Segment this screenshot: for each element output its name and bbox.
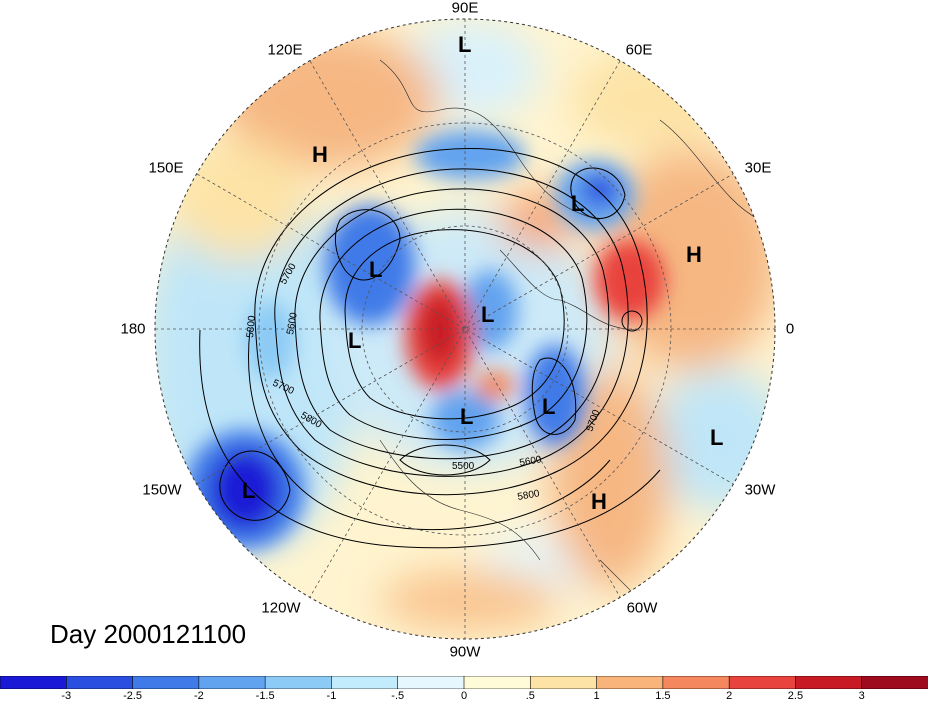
contour-label: 5800 [245,315,258,339]
colorbar-tick-label: 2.5 [787,690,804,702]
longitude-label-30w: 30W [744,481,776,499]
longitude-label-90e: 90E [451,0,479,17]
low-center-marker: L [458,32,471,57]
colorbar-swatch [264,676,333,689]
colorbar-swatch [662,676,730,689]
contour-label: 5800 [517,488,541,503]
low-center-marker: L [710,425,723,450]
colorbar-tick-label: -1 [326,690,337,702]
low-center-marker: L [348,328,361,353]
colorbar-swatch [198,676,266,689]
longitude-label-120e: 120E [267,41,303,59]
colorbar-tick-label: 0 [460,690,468,702]
colorbar-swatch [529,676,598,689]
contour-label: 5600 [519,454,543,469]
colorbar-tick-label: -1.5 [255,690,275,702]
low-center-marker: L [369,257,382,282]
colorbar-tick-label: 1 [593,690,600,702]
colorbar-swatch [397,676,465,689]
colorbar [0,676,928,689]
longitude-label-120w: 120W [261,599,301,617]
colorbar-tick-label: 1.5 [655,690,671,702]
high-center-marker: H [591,489,607,514]
high-center-marker: H [312,142,328,167]
colorbar-swatch [463,676,532,689]
colorbar-tick-label: -2.5 [123,690,143,702]
high-center-marker: H [686,242,702,267]
low-center-marker: L [571,191,584,216]
contour-label: 5600 [285,311,300,335]
colorbar-tick-label: 2 [726,690,733,702]
longitude-label-60w: 60W [626,599,658,617]
colorbar-swatch [65,676,134,689]
colorbar-tick-label: -.5 [391,690,405,702]
geopotential-contours [199,148,661,549]
colorbar-swatch [596,676,664,689]
colorbar-swatch [0,676,68,689]
longitude-label-60e: 60E [625,41,653,59]
colorbar-swatch [331,676,399,689]
colorbar-swatch [795,676,863,689]
colorbar-swatch [728,676,797,689]
colorbar-tick-label: .5 [525,690,535,702]
colorbar-tick-label: -2 [193,690,204,702]
longitude-label-180: 180 [120,320,146,338]
longitude-label-0: 0 [785,320,795,338]
pressure-centers: L H L H L L L L L L H L [242,32,723,514]
colorbar-swatch [132,676,200,689]
longitude-label-150w: 150W [142,481,182,499]
colorbar-tick-label: 3 [858,690,865,702]
low-center-marker: L [242,478,255,503]
low-center-marker: L [481,302,494,327]
colorbar-swatch [861,676,928,689]
coastlines [379,59,761,621]
longitude-label-90w: 90W [449,643,481,661]
colorbar-tick-label: -3 [61,690,72,702]
map-boundary [154,18,776,640]
longitude-label-150e: 150E [148,159,184,177]
longitude-label-30e: 30E [744,159,772,177]
low-center-marker: L [460,404,473,429]
graticule [155,19,775,639]
day-label: Day 2000121100 [50,619,247,649]
low-center-marker: L [542,394,555,419]
contour-label: 5500 [452,461,475,472]
